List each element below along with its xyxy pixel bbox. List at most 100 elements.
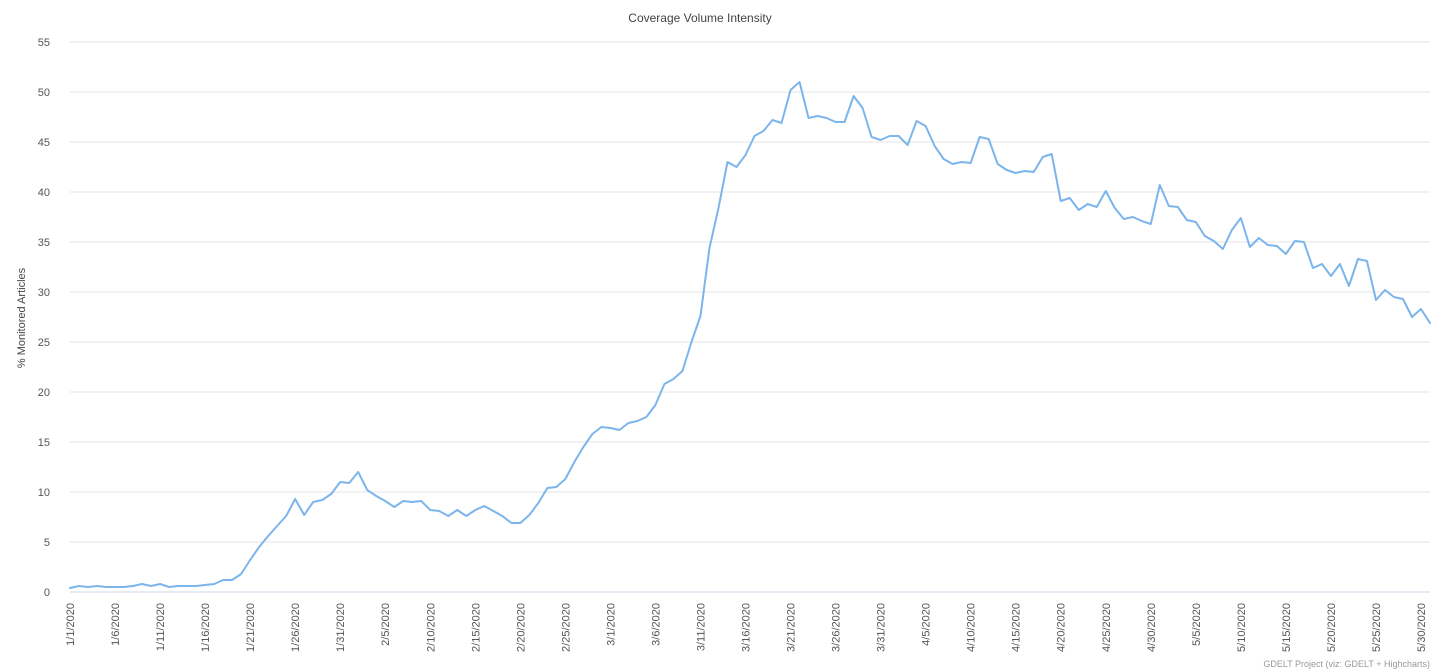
x-tick-label: 4/5/2020 [921, 603, 933, 646]
data-point [851, 93, 857, 99]
data-point [878, 137, 884, 143]
data-point [1193, 219, 1199, 225]
y-tick-label: 35 [38, 237, 50, 249]
gridlines [70, 41, 1430, 593]
data-point [1202, 233, 1208, 239]
data-point [346, 480, 352, 486]
data-point [1103, 188, 1109, 194]
data-point [1247, 244, 1253, 250]
data-point [220, 577, 226, 583]
data-point [256, 544, 262, 550]
data-point [526, 512, 532, 518]
data-point [652, 402, 658, 408]
data-point [950, 161, 956, 167]
data-point [445, 513, 451, 519]
x-tick-label: 1/16/2020 [200, 603, 212, 652]
data-point [1211, 238, 1217, 244]
data-point [382, 498, 388, 504]
data-point [319, 497, 325, 503]
y-tick-label: 30 [38, 287, 50, 299]
data-point [616, 427, 622, 433]
x-tick-label: 4/15/2020 [1011, 603, 1023, 652]
data-point [490, 508, 496, 514]
data-point [571, 459, 577, 465]
data-point [761, 128, 767, 134]
data-point [1292, 238, 1298, 244]
data-point [815, 113, 821, 119]
data-point [779, 120, 785, 126]
data-point [1085, 201, 1091, 207]
y-tick-label: 10 [38, 487, 50, 499]
data-point [580, 444, 586, 450]
data-point [733, 164, 739, 170]
data-point [1004, 167, 1010, 173]
data-point [643, 414, 649, 420]
data-point [436, 508, 442, 514]
data-point [1058, 198, 1064, 204]
data-point [833, 119, 839, 125]
data-point [1382, 287, 1388, 293]
data-point [905, 142, 911, 148]
data-point [1148, 221, 1154, 227]
data-point [968, 160, 974, 166]
data-point [715, 205, 721, 211]
data-point [427, 507, 433, 513]
data-point [1157, 182, 1163, 188]
data-point [1373, 297, 1379, 303]
data-point [724, 159, 730, 165]
data-point [1031, 169, 1037, 175]
data-point [661, 381, 667, 387]
data-point [202, 582, 208, 588]
y-tick-label: 40 [38, 187, 50, 199]
y-axis-ticks: 0 5 10 15 20 25 30 35 40 45 50 55 [38, 37, 50, 599]
data-point [1229, 227, 1235, 233]
data-point [598, 424, 604, 430]
data-point [1328, 273, 1334, 279]
data-point [1049, 151, 1055, 157]
data-point [400, 498, 406, 504]
data-point [148, 583, 154, 589]
data-point [1310, 265, 1316, 271]
series-layer [69, 81, 1431, 590]
data-point [634, 418, 640, 424]
data-point [932, 143, 938, 149]
data-point [130, 583, 136, 589]
x-tick-label: 3/31/2020 [876, 603, 888, 652]
data-point [887, 133, 893, 139]
data-point [1076, 207, 1082, 213]
data-point [1256, 235, 1262, 241]
data-point [670, 376, 676, 382]
data-point [103, 584, 109, 590]
data-point [842, 119, 848, 125]
y-tick-label: 50 [38, 87, 50, 99]
data-point [1013, 170, 1019, 176]
x-tick-label: 1/11/2020 [155, 603, 167, 651]
data-point [1346, 283, 1352, 289]
x-tick-label: 1/31/2020 [335, 603, 347, 652]
data-point [121, 584, 127, 590]
data-point [1337, 261, 1343, 267]
data-point [1238, 215, 1244, 221]
data-point [1364, 258, 1370, 264]
data-point [1166, 203, 1172, 209]
data-point [391, 504, 397, 510]
x-tick-label: 3/6/2020 [650, 603, 662, 646]
data-point [1220, 246, 1226, 252]
data-point [706, 245, 712, 251]
data-point [824, 115, 830, 121]
data-point [1283, 251, 1289, 257]
data-point [328, 491, 334, 497]
x-tick-label: 3/26/2020 [831, 603, 843, 652]
data-point [914, 118, 920, 124]
data-point [607, 425, 613, 431]
x-tick-label: 5/20/2020 [1326, 603, 1338, 652]
data-point [1184, 217, 1190, 223]
data-point [1175, 204, 1181, 210]
data-point [553, 484, 559, 490]
data-point [1355, 256, 1361, 262]
x-tick-label: 4/30/2020 [1146, 603, 1158, 652]
data-point [1274, 243, 1280, 249]
data-point [85, 584, 91, 590]
data-point [337, 479, 343, 485]
